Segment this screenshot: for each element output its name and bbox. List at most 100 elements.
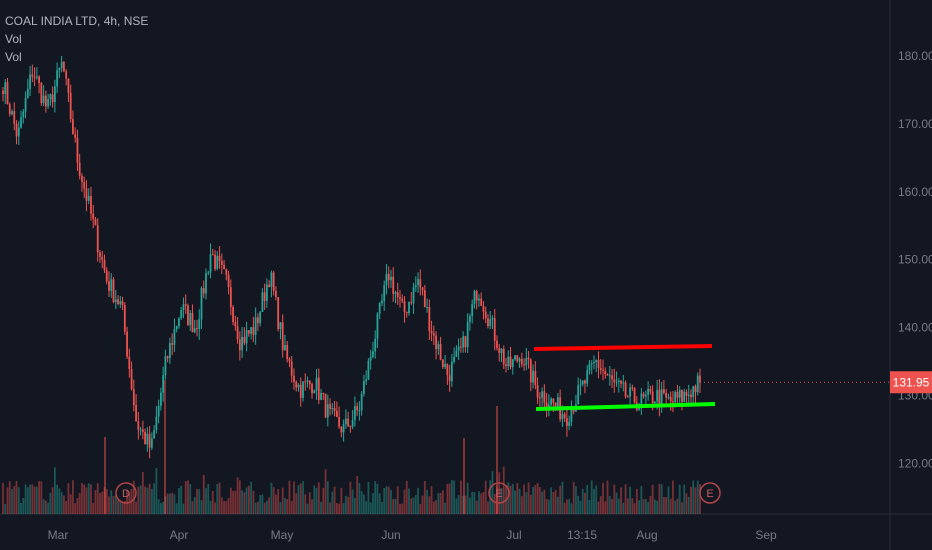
candle-body <box>326 404 329 418</box>
candle-body <box>351 419 354 427</box>
volume-bar <box>51 487 54 514</box>
volume-bar <box>338 503 340 514</box>
candle-body <box>581 380 584 385</box>
candle-body <box>651 391 654 404</box>
volume-bar <box>563 502 566 514</box>
candle-body <box>358 410 361 412</box>
volume-bar <box>205 488 207 514</box>
candle-body <box>155 416 158 431</box>
volume-bar <box>617 498 620 514</box>
candle-body <box>277 297 280 330</box>
candle-body <box>622 382 625 384</box>
volume-bar <box>342 503 345 514</box>
volume-legend-1[interactable]: Vol <box>5 32 22 46</box>
candle-body <box>509 356 512 367</box>
volume-bar <box>532 487 534 514</box>
candle-body <box>342 424 345 433</box>
candle-body <box>631 387 634 389</box>
volume-bar <box>550 487 553 514</box>
candle-body <box>482 306 485 312</box>
candle-body <box>114 299 117 303</box>
volume-bar <box>556 496 559 514</box>
volume-bar <box>640 486 643 514</box>
candle-body <box>626 396 629 398</box>
volume-bar <box>498 472 501 514</box>
candle-body <box>254 317 257 335</box>
volume-bar <box>123 501 126 514</box>
candle-body <box>256 317 259 324</box>
volume-bar <box>63 495 65 514</box>
candle-body <box>579 384 582 386</box>
volume-bar <box>288 480 291 514</box>
candle-body <box>656 389 659 402</box>
candle-body <box>214 254 216 269</box>
volume-bar <box>570 503 573 514</box>
volume-bar <box>281 487 284 514</box>
candle-body <box>437 344 440 350</box>
candle-body <box>96 225 99 253</box>
volume-bar <box>87 483 90 514</box>
price-axis[interactable]: 180.00170.00160.00150.00140.00130.00120.… <box>898 49 932 470</box>
event-marker[interactable]: D <box>115 482 137 504</box>
volume-bar <box>17 487 20 514</box>
volume-bar <box>450 480 453 514</box>
volume-bar <box>552 492 555 514</box>
volume-bar <box>306 503 309 514</box>
volume-bar <box>317 482 320 514</box>
candle-body <box>676 391 679 398</box>
last-price-label: 131.95 <box>700 371 932 394</box>
support-trendline[interactable] <box>535 402 716 411</box>
volume-bar <box>378 493 381 514</box>
candle-body <box>547 404 550 407</box>
candle-body <box>593 362 595 364</box>
event-marker[interactable]: E <box>699 482 721 504</box>
candle-body <box>324 393 327 418</box>
event-marker[interactable]: E <box>488 482 510 504</box>
candle-body <box>685 391 688 396</box>
symbol-title[interactable]: COAL INDIA LTD, 4h, NSE <box>5 14 149 28</box>
volume-bar <box>629 486 631 514</box>
volume-bar <box>259 495 262 514</box>
candle-body <box>473 291 476 305</box>
candle-body <box>266 284 268 301</box>
volume-bar <box>173 494 176 514</box>
volume-bar <box>137 486 140 514</box>
time-axis[interactable]: Mar Apr May Jun Jul 13:15 Aug Sep <box>48 528 777 542</box>
candle-body <box>117 299 119 305</box>
volume-bar <box>313 485 316 514</box>
candle-body <box>353 406 356 420</box>
volume-bar <box>656 500 659 514</box>
candle-body <box>304 381 307 383</box>
volume-bar <box>690 486 692 514</box>
event-marker-circle <box>699 482 721 504</box>
candle-body <box>534 370 537 386</box>
volume-bar <box>175 503 178 514</box>
volume-bar <box>405 480 408 514</box>
candle-body <box>191 313 194 333</box>
volume-bar <box>644 499 647 514</box>
volume-bar <box>694 487 697 514</box>
candle-body <box>383 285 386 301</box>
volume-legend-2[interactable]: Vol <box>5 50 22 64</box>
volume-bar <box>322 487 325 514</box>
volume-bar <box>376 483 379 514</box>
candle-body <box>247 330 250 334</box>
candle-body <box>502 348 505 365</box>
volume-bar <box>408 488 410 514</box>
volume-bar <box>324 469 327 514</box>
candle-body <box>372 351 374 357</box>
volume-bar <box>606 480 609 514</box>
resistance-trendline[interactable] <box>533 344 713 351</box>
volume-bar <box>31 484 34 514</box>
volume-bar <box>699 484 701 514</box>
volume-bar <box>417 487 419 514</box>
volume-bar <box>525 492 528 514</box>
volume-bar <box>401 503 404 514</box>
volume-bar <box>207 483 210 514</box>
volume-bar <box>385 486 388 514</box>
volume-bar <box>387 486 390 514</box>
candle-body <box>270 272 273 287</box>
candle-body <box>17 127 20 137</box>
volume-bar <box>60 492 63 514</box>
